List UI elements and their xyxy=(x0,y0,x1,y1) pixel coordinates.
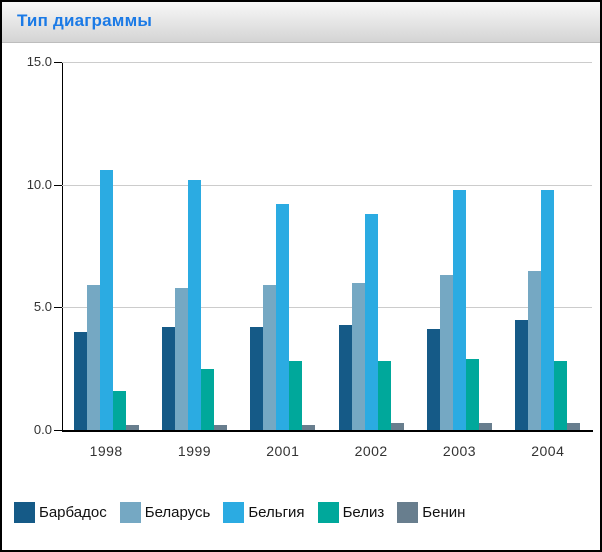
bar-barbados-2003 xyxy=(427,329,440,430)
bar-belarus-1998 xyxy=(86,285,100,430)
legend-swatch-belgium xyxy=(223,502,245,523)
bar-belgium-2001 xyxy=(276,204,290,430)
bar-benin-2002 xyxy=(390,422,404,430)
legend-item-benin: Бенин xyxy=(397,502,465,523)
bar-benin-1998 xyxy=(125,425,139,430)
legend-item-barbados: Барбадос xyxy=(14,502,107,523)
bar-belize-1998 xyxy=(112,390,126,430)
page-title: Тип диаграммы xyxy=(17,11,153,30)
legend-label-belize: Белиз xyxy=(342,504,385,521)
x-axis-label-2002: 2002 xyxy=(354,443,388,459)
bar-belarus-1999 xyxy=(175,287,188,430)
legend-item-belgium: Бельгия xyxy=(223,502,305,523)
bar-barbados-2002 xyxy=(338,324,352,430)
bar-belgium-2003 xyxy=(453,189,466,430)
bar-belize-2003 xyxy=(466,358,479,430)
x-axis-label-2001: 2001 xyxy=(266,443,300,459)
y-axis-label: 15.0 xyxy=(26,54,52,69)
bar-benin-2003 xyxy=(479,422,492,430)
bar-belarus-2003 xyxy=(440,275,453,430)
x-axis-label-1998: 1998 xyxy=(89,443,123,459)
x-axis-label-2004: 2004 xyxy=(531,443,565,459)
legend-label-belarus: Беларусь xyxy=(144,504,211,521)
bar-belgium-1998 xyxy=(99,169,113,430)
y-axis-label: 5.0 xyxy=(33,299,52,314)
x-axis-line xyxy=(62,430,593,432)
x-axis-label-1999: 1999 xyxy=(177,443,212,459)
bar-barbados-1998 xyxy=(73,331,87,430)
bar-belize-2001 xyxy=(289,361,303,430)
bar-barbados-2001 xyxy=(250,326,264,430)
bar-belize-2004 xyxy=(554,361,568,430)
gridline-10.0 xyxy=(62,185,592,186)
bar-belize-1999 xyxy=(201,368,214,430)
y-axis-tick-10.0 xyxy=(54,185,62,186)
bar-chart-plot-area xyxy=(62,62,592,430)
chart-legend: Барбадос Беларусь Бельгия Белиз Бенин xyxy=(14,502,478,523)
gridline-5.0 xyxy=(62,307,592,308)
legend-swatch-barbados xyxy=(14,502,35,523)
bar-belize-2002 xyxy=(377,361,391,430)
legend-label-barbados: Барбадос xyxy=(39,504,107,521)
legend-swatch-benin xyxy=(397,502,419,523)
y-axis-tick-5.0 xyxy=(54,307,62,308)
y-axis-label: 0.0 xyxy=(33,422,52,437)
bar-belarus-2001 xyxy=(263,285,277,430)
legend-label-benin: Бенин xyxy=(422,504,466,521)
bar-belgium-1999 xyxy=(188,179,201,430)
bar-benin-2001 xyxy=(302,425,316,430)
gridline-15.0 xyxy=(62,62,592,63)
legend-swatch-belize xyxy=(317,502,339,523)
y-axis-tick-0.0 xyxy=(54,430,62,431)
bar-benin-1999 xyxy=(214,425,227,430)
bar-barbados-2004 xyxy=(515,319,529,430)
legend-label-belgium: Бельгия xyxy=(248,504,305,521)
y-axis-tick-15.0 xyxy=(54,62,62,63)
legend-swatch-belarus xyxy=(119,502,141,523)
chart-header: Тип диаграммы xyxy=(2,2,600,43)
bar-belgium-2002 xyxy=(364,214,378,430)
bar-barbados-1999 xyxy=(162,326,175,430)
y-axis-label: 10.0 xyxy=(26,177,52,192)
legend-item-belize: Белиз xyxy=(317,502,385,523)
bar-benin-2004 xyxy=(567,422,581,430)
x-axis-label-2003: 2003 xyxy=(442,443,477,459)
bar-belarus-2004 xyxy=(528,270,542,430)
bar-belgium-2004 xyxy=(541,189,555,430)
y-axis-line xyxy=(62,62,63,431)
legend-item-belarus: Беларусь xyxy=(119,502,211,523)
bar-belarus-2002 xyxy=(351,282,365,430)
